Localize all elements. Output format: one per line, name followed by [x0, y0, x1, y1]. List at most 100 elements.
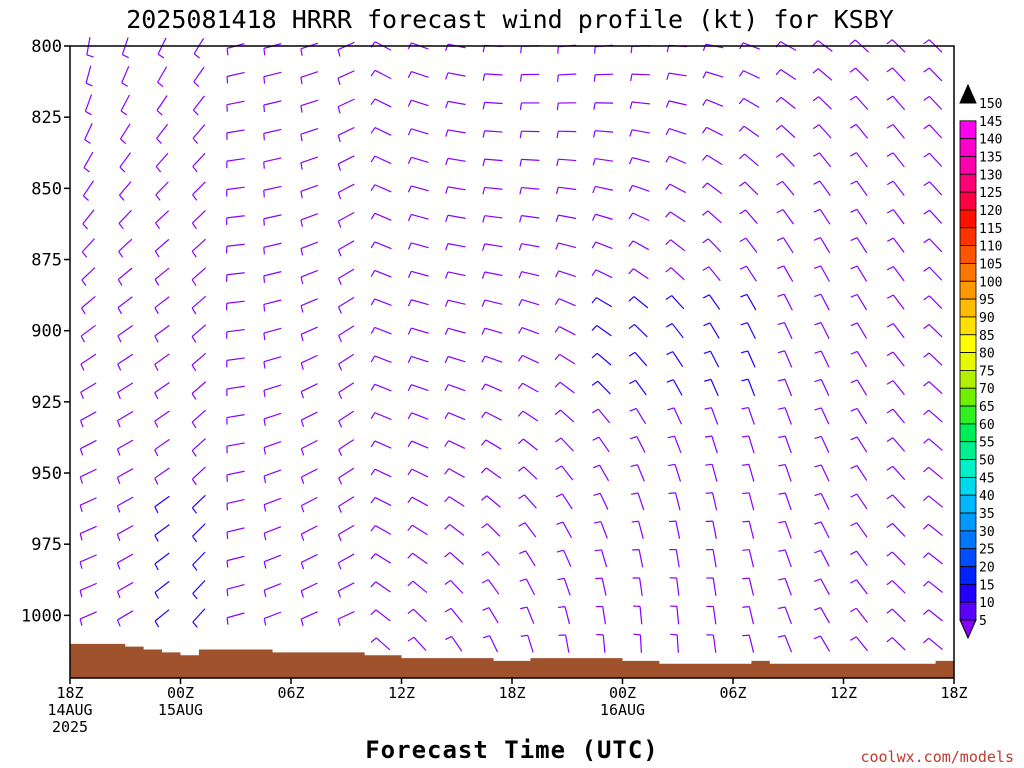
wind-barb [741, 378, 756, 397]
wind-barb [407, 524, 428, 536]
wind-barb [593, 73, 614, 82]
colorbar-swatch [959, 530, 977, 550]
wind-barb [591, 380, 611, 395]
wind-barb [337, 611, 355, 627]
x-tick-label: 06Z [719, 684, 746, 702]
wind-barb [702, 182, 723, 195]
wind-barb [923, 352, 943, 366]
wind-barb [594, 549, 608, 568]
colorbar-label: 20 [979, 561, 995, 576]
wind-barb [665, 183, 686, 194]
wind-barb [628, 212, 650, 222]
wind-barb [370, 496, 392, 507]
wind-barb [923, 552, 944, 565]
wind-barb [591, 269, 613, 279]
wind-barb [813, 180, 831, 196]
wind-barb [300, 128, 319, 142]
wind-barb [370, 553, 392, 564]
wind-barb [480, 439, 502, 450]
wind-barb [226, 328, 245, 339]
wind-barb [592, 130, 614, 138]
wind-barb [118, 238, 133, 258]
wind-barb [850, 350, 868, 368]
wind-barb [445, 157, 466, 166]
wind-barb [338, 297, 355, 314]
y-tick-label: 850 [31, 179, 62, 199]
wind-barb [154, 580, 170, 599]
wind-barb [742, 606, 755, 625]
y-tick-label: 925 [31, 393, 62, 413]
colorbar-swatch [959, 405, 977, 425]
wind-barb [445, 635, 463, 652]
wind-barb [226, 186, 245, 197]
wind-barb [812, 124, 832, 139]
wind-barb [703, 350, 720, 368]
wind-barb [775, 124, 796, 138]
wind-barb [407, 552, 428, 565]
wind-barb [407, 99, 429, 107]
wind-barb [80, 353, 97, 371]
wind-barb [777, 634, 793, 653]
wind-barb [407, 412, 429, 420]
wind-barb [263, 157, 282, 169]
wind-barb [191, 210, 206, 230]
wind-barb [154, 467, 170, 485]
wind-barb [407, 327, 429, 335]
wind-barb [886, 123, 905, 139]
y-tick-label: 975 [31, 535, 62, 555]
wind-barb [519, 73, 540, 82]
wind-barb [923, 181, 943, 196]
wind-barb [739, 265, 757, 282]
wind-barb [777, 265, 794, 282]
wind-barb [519, 158, 540, 167]
wind-barb [300, 468, 318, 484]
wind-barb [444, 468, 465, 478]
wind-barb [444, 607, 463, 623]
wind-barb [116, 610, 134, 627]
wind-barb [886, 351, 905, 367]
wind-barb [116, 553, 134, 570]
wind-barb [628, 240, 650, 251]
wind-barb [813, 606, 831, 624]
wind-barb [300, 354, 318, 370]
wind-barb [482, 243, 503, 251]
wind-barb [191, 295, 207, 315]
colorbar-swatch [959, 548, 977, 567]
wind-barb [520, 606, 535, 624]
wind-barb [776, 152, 795, 167]
wind-barb [665, 239, 686, 252]
wind-barb [118, 209, 132, 230]
wind-barb [741, 463, 755, 482]
wind-barb [444, 384, 466, 392]
plot-background [70, 46, 954, 678]
wind-barb [592, 436, 610, 453]
wind-barb [665, 128, 687, 136]
wind-barb [886, 95, 906, 111]
wind-barb [776, 237, 794, 254]
wind-barb [300, 99, 319, 113]
wind-barb [192, 523, 206, 543]
wind-barb [886, 465, 906, 481]
wind-barb [776, 180, 795, 196]
wind-barb [850, 607, 868, 623]
wind-barb [518, 522, 537, 538]
wind-barb [226, 71, 245, 84]
wind-barb [79, 554, 97, 569]
colorbar-swatch [959, 423, 977, 443]
wind-barb [886, 408, 905, 424]
wind-barb [923, 466, 943, 480]
wind-barb [154, 267, 170, 286]
wind-barb [444, 552, 464, 565]
wind-barb [407, 440, 429, 449]
wind-barb [741, 435, 755, 454]
colorbar-label: 15 [979, 578, 995, 593]
wind-barb [777, 378, 793, 397]
wind-barb [191, 438, 207, 457]
x-tick-label: 15AUG [158, 701, 203, 719]
wind-barb [370, 581, 391, 593]
wind-barb [445, 129, 466, 137]
wind-barb [155, 152, 169, 173]
wind-barb [554, 409, 575, 423]
wind-barb [628, 268, 649, 280]
wind-barb [923, 523, 943, 537]
